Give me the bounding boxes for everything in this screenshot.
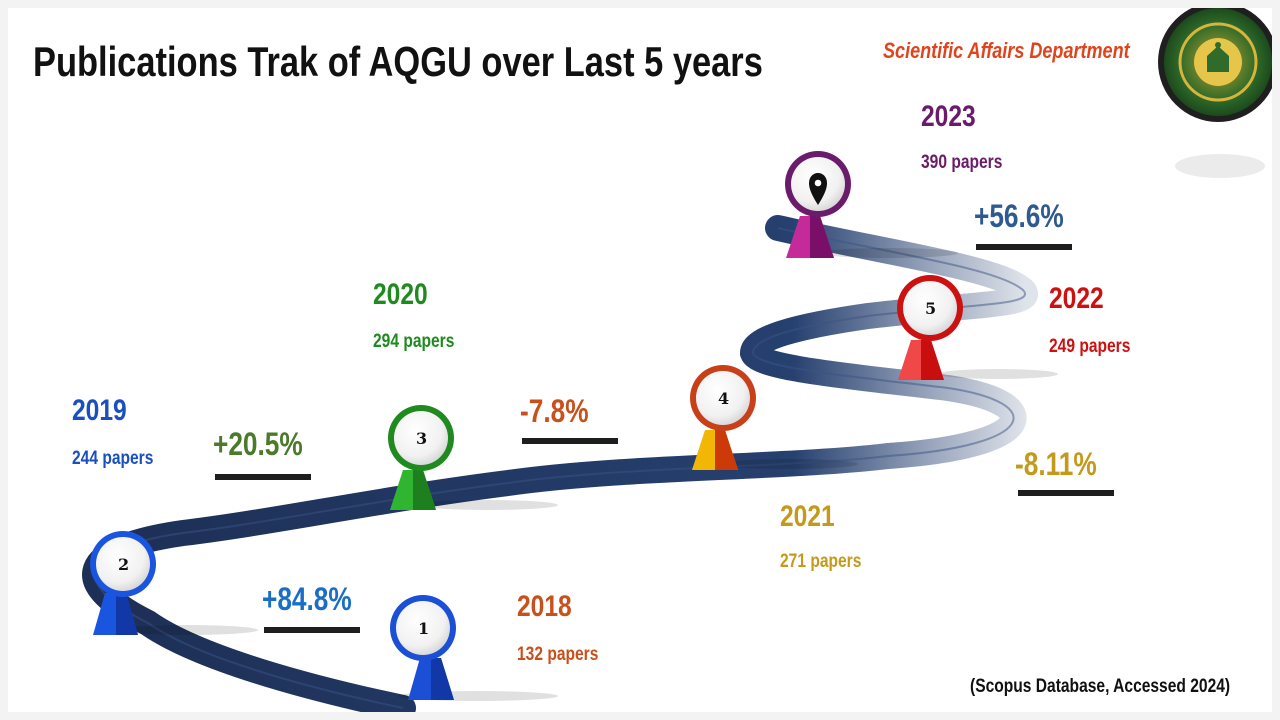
change-2020-2021: -7.8% bbox=[520, 393, 589, 429]
papers-2018: 132 papers bbox=[517, 644, 599, 665]
pin-number-3: 3 bbox=[416, 429, 428, 448]
milestone-pin-5 bbox=[897, 275, 1058, 380]
pin-number-2: 2 bbox=[118, 555, 130, 574]
university-seal-logo bbox=[1158, 8, 1272, 178]
pin-number-5: 5 bbox=[925, 299, 937, 318]
source-note: (Scopus Database, Accessed 2024) bbox=[970, 676, 1231, 697]
roadmap-graphic bbox=[82, 8, 1272, 712]
page-title: Publications Trak of AQGU over Last 5 ye… bbox=[33, 38, 763, 85]
milestone-pin-final bbox=[785, 151, 958, 258]
change-underline bbox=[522, 438, 618, 444]
change-underline bbox=[215, 474, 311, 480]
milestone-pin-2 bbox=[90, 531, 258, 635]
pin-number-4: 4 bbox=[718, 389, 730, 408]
slide: 1 2 3 4 5 Publications Trak of AQGU over… bbox=[8, 8, 1272, 712]
change-underline bbox=[264, 627, 360, 633]
pin-number-1: 1 bbox=[418, 619, 430, 638]
road bbox=[82, 215, 1038, 712]
change-underline bbox=[976, 244, 1072, 250]
change-2019-2020: +20.5% bbox=[213, 426, 303, 462]
year-2018: 2018 bbox=[517, 590, 572, 623]
year-2021: 2021 bbox=[780, 500, 835, 533]
location-pin-icon bbox=[809, 173, 827, 205]
year-2019: 2019 bbox=[72, 394, 127, 427]
year-2020: 2020 bbox=[373, 278, 428, 311]
milestone-pin-4 bbox=[690, 365, 858, 470]
papers-2023: 390 papers bbox=[921, 152, 1003, 173]
change-2018-2019: +84.8% bbox=[262, 581, 352, 617]
year-2023: 2023 bbox=[921, 100, 976, 133]
year-2022: 2022 bbox=[1049, 282, 1104, 315]
department-label: Scientific Affairs Department bbox=[883, 38, 1130, 63]
milestone-pin-3 bbox=[388, 405, 558, 510]
change-2021-2022: -8.11% bbox=[1015, 446, 1097, 482]
papers-2022: 249 papers bbox=[1049, 336, 1131, 357]
papers-2020: 294 papers bbox=[373, 331, 455, 352]
change-underline bbox=[1018, 490, 1114, 496]
papers-2019: 244 papers bbox=[72, 448, 154, 469]
papers-2021: 271 papers bbox=[780, 551, 862, 572]
milestone-pin-1 bbox=[390, 595, 558, 701]
change-2022-2023: +56.6% bbox=[974, 198, 1064, 234]
